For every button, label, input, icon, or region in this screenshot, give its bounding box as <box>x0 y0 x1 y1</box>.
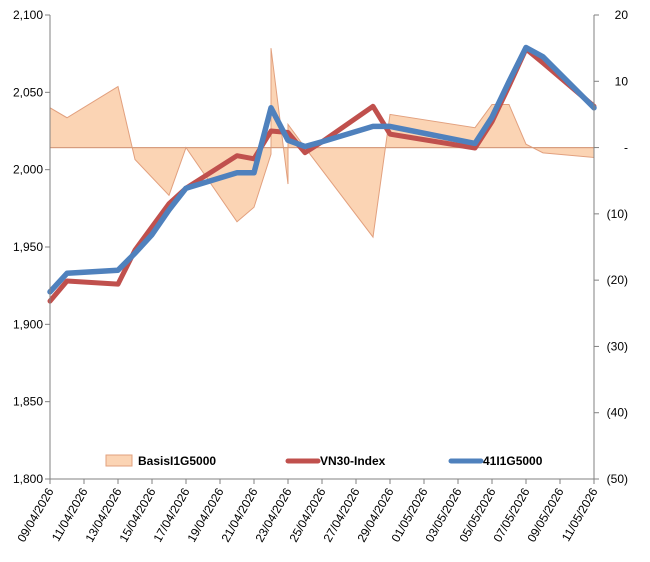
right-tick-label: (50) <box>607 472 628 486</box>
right-tick-label: (30) <box>607 339 628 353</box>
legend-label: 41I1G5000 <box>483 454 543 468</box>
left-tick-label: 1,950 <box>13 240 43 254</box>
x-axis: 09/04/202611/04/202613/04/202615/04/2026… <box>14 478 601 545</box>
left-y-axis: 1,800 1,850 1,900 1,950 2,000 2,050 2,100 <box>13 8 51 486</box>
legend: BasisI1G5000 VN30-Index 41I1G5000 <box>105 454 543 468</box>
right-tick-label: (10) <box>607 207 628 221</box>
right-tick-label: 10 <box>615 74 629 88</box>
legend-label: VN30-Index <box>320 454 386 468</box>
left-tick-label: 2,050 <box>13 85 43 99</box>
left-tick-label: 1,800 <box>13 472 43 486</box>
right-y-axis: (50) (40) (30) (20) (10) - 10 20 <box>593 8 629 486</box>
right-tick-label: - <box>624 141 628 155</box>
left-tick-label: 2,000 <box>13 163 43 177</box>
right-tick-label: 20 <box>615 8 629 22</box>
left-tick-label: 1,900 <box>13 317 43 331</box>
legend-swatch <box>105 454 133 467</box>
series-line-1 <box>47 44 597 295</box>
legend-label: BasisI1G5000 <box>138 454 216 468</box>
left-tick-label: 1,850 <box>13 395 43 409</box>
right-tick-label: (40) <box>607 406 628 420</box>
right-tick-label: (20) <box>607 273 628 287</box>
left-tick-label: 2,100 <box>13 8 43 22</box>
line-series <box>47 44 597 304</box>
series-line-0 <box>47 46 597 304</box>
